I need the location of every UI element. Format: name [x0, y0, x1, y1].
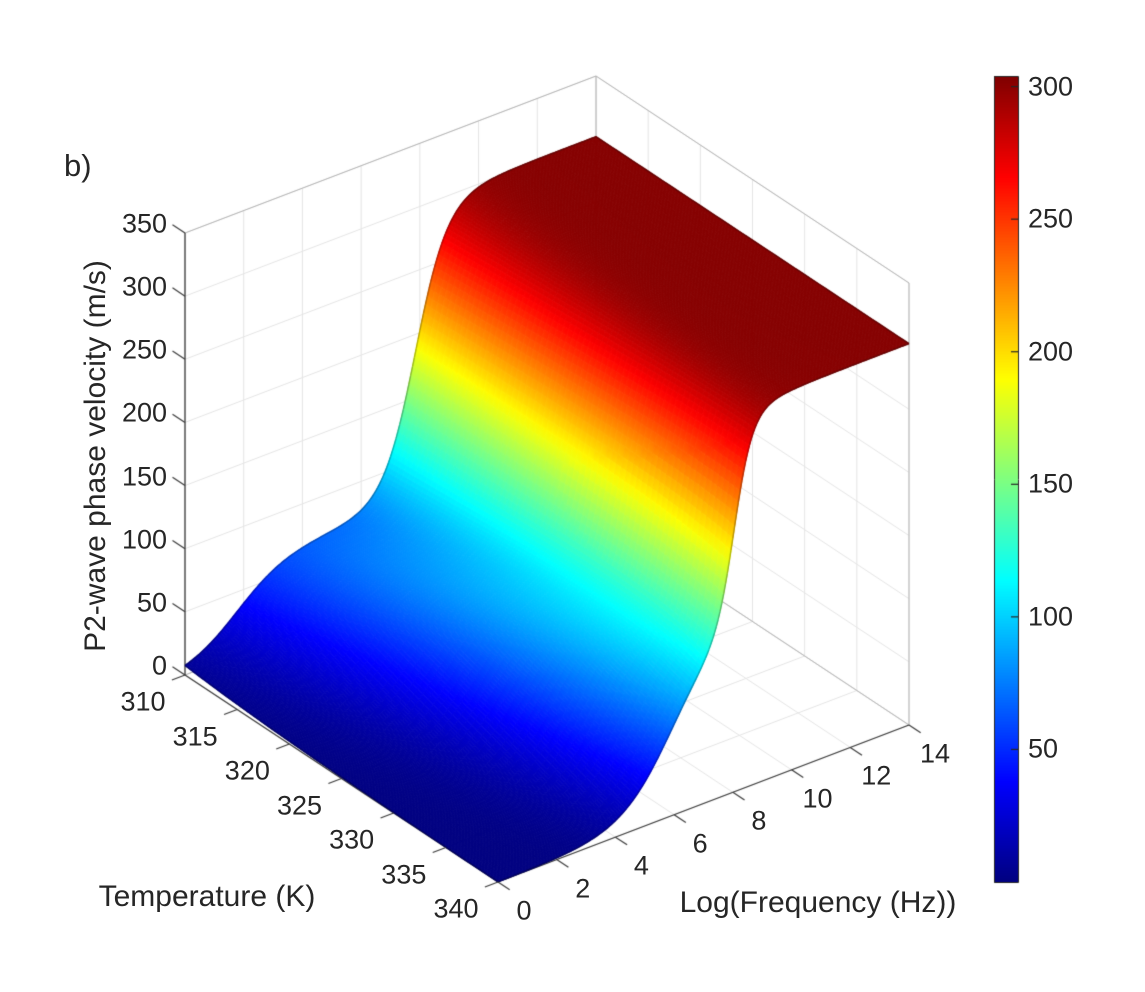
z-axis-title: P2-wave phase velocity (m/s): [79, 260, 112, 652]
y-tick-label: 8: [751, 805, 767, 836]
z-tick-label: 300: [121, 271, 167, 302]
y-tick-label: 12: [861, 760, 892, 791]
colorbar-tick-label: 50: [1028, 733, 1059, 764]
z-tick-label: 350: [121, 208, 167, 239]
y-tick-label: 2: [575, 873, 591, 904]
colorbar-tick-label: 100: [1028, 601, 1074, 632]
y-tick-label: 14: [919, 738, 951, 769]
x-tick-label: 315: [172, 721, 218, 751]
z-tick-label: 100: [121, 524, 167, 555]
x-tick-label: 340: [433, 893, 479, 924]
x-tick-label: 320: [224, 755, 270, 786]
colorbar-tick-label: 200: [1028, 336, 1074, 367]
z-tick-label: 200: [121, 397, 167, 428]
z-tick-label: 50: [136, 587, 167, 618]
x-tick-label: 330: [329, 824, 375, 855]
y-tick-label: 10: [802, 783, 833, 814]
x-tick-label: 325: [276, 790, 323, 820]
y-tick-label: 0: [516, 895, 532, 926]
colorbar-tick-label: 250: [1028, 203, 1074, 234]
z-tick-label: 150: [121, 461, 167, 492]
x-tick-label: 310: [120, 686, 166, 717]
panel-label: b): [64, 148, 92, 183]
x-axis-title: Temperature (K): [98, 880, 316, 913]
y-tick-label: 6: [692, 828, 708, 859]
x-tick-label: 335: [381, 859, 427, 889]
y-axis-title: Log(Frequency (Hz)): [679, 886, 957, 919]
colorbar-tick-label: 150: [1028, 468, 1074, 499]
z-tick-label: 250: [121, 334, 167, 365]
z-tick-label: 0: [151, 650, 167, 681]
y-tick-label: 4: [633, 850, 649, 881]
colorbar-tick-label: 300: [1028, 71, 1074, 102]
